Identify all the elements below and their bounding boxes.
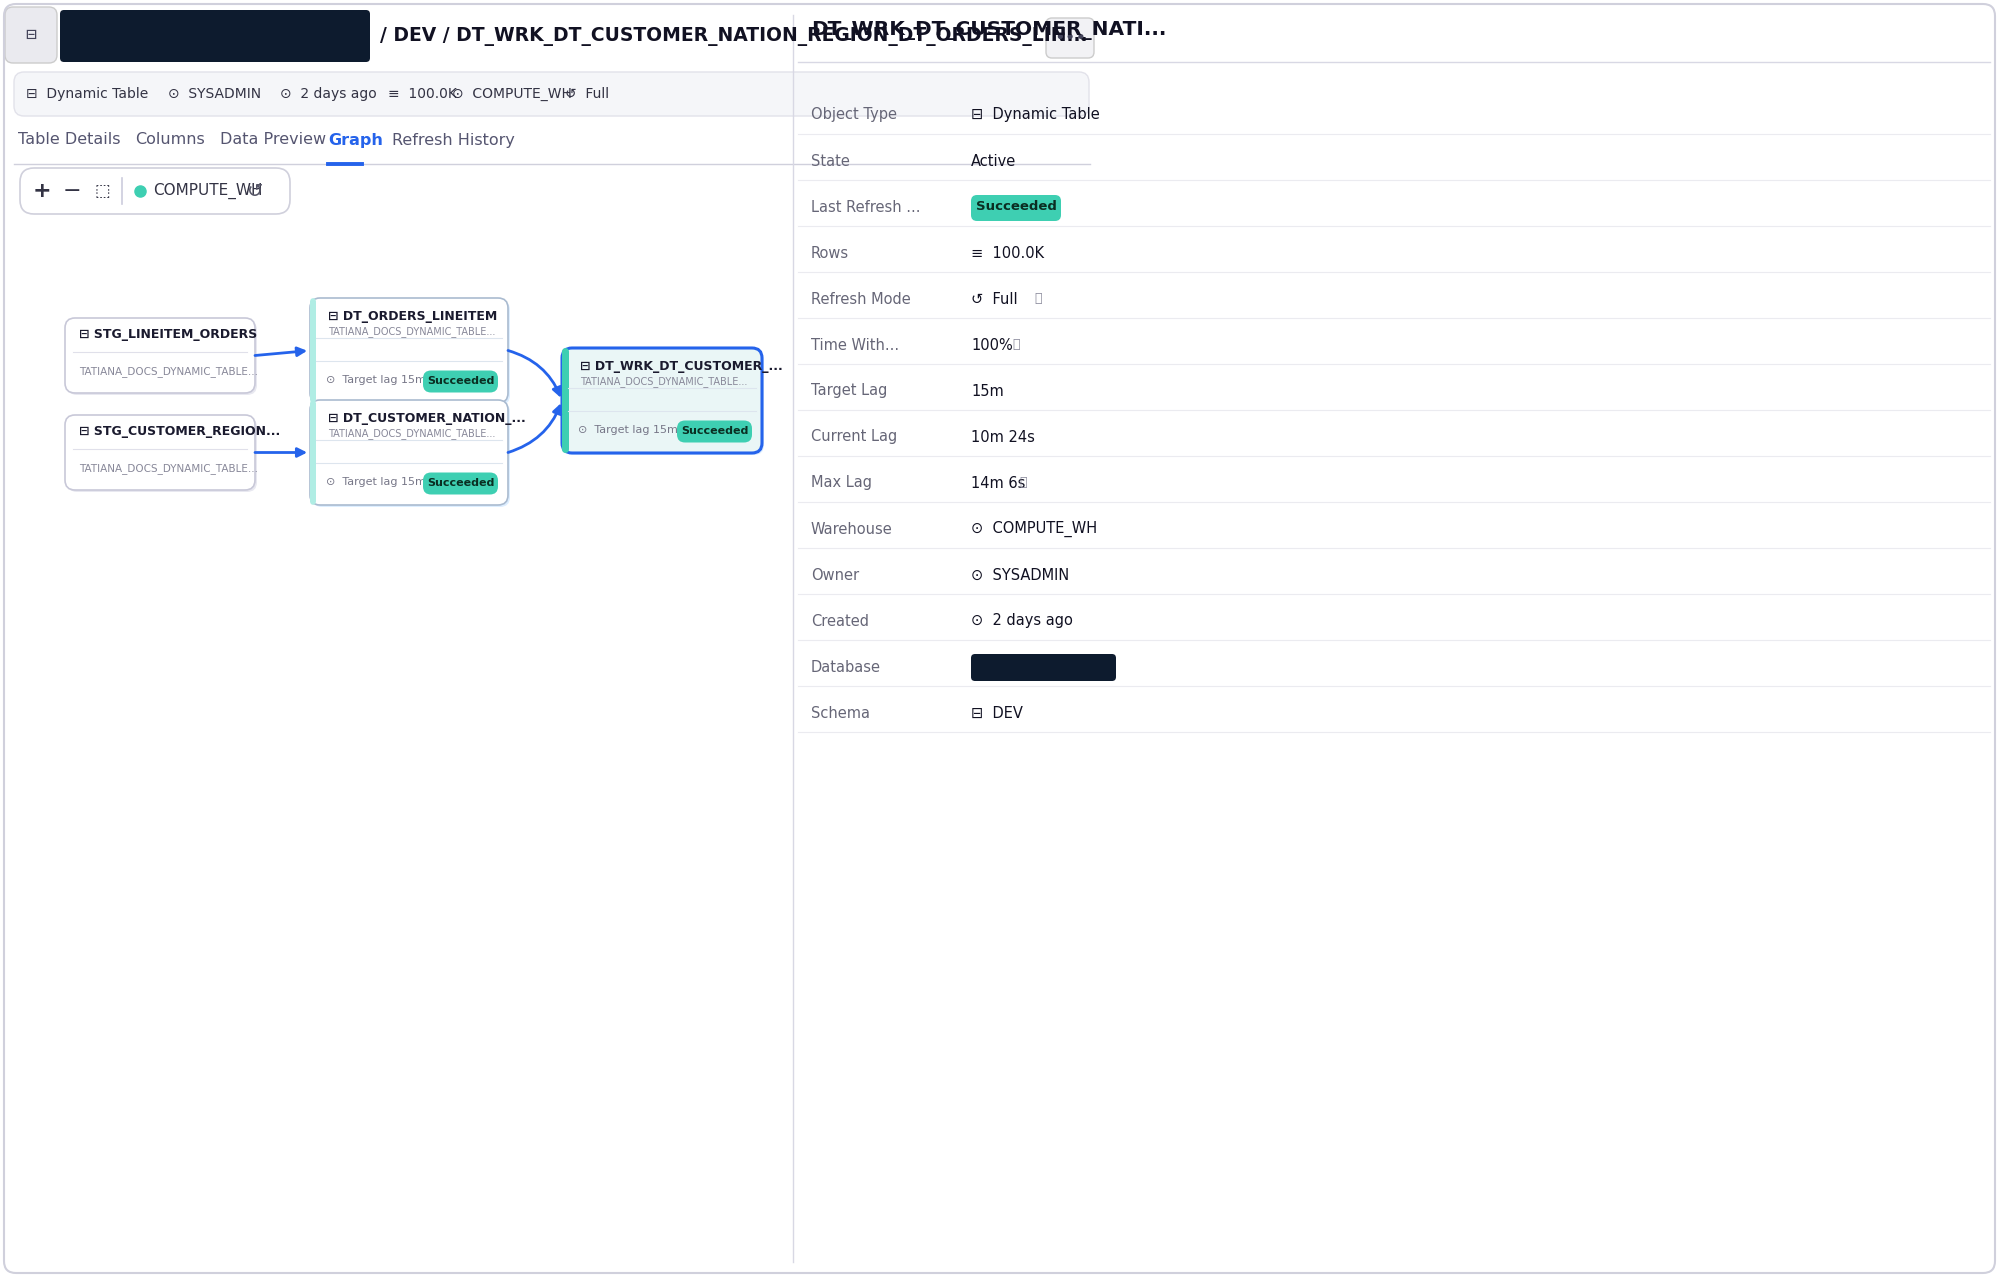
Text: Schema: Schema bbox=[811, 705, 869, 720]
FancyArrowPatch shape bbox=[256, 347, 304, 355]
Text: Succeeded: Succeeded bbox=[428, 377, 494, 387]
Text: Target Lag: Target Lag bbox=[811, 383, 887, 398]
Text: Time With...: Time With... bbox=[811, 337, 899, 352]
Text: Created: Created bbox=[811, 613, 869, 628]
FancyArrowPatch shape bbox=[256, 448, 304, 456]
Text: Succeeded: Succeeded bbox=[428, 479, 494, 489]
Text: 100%: 100% bbox=[971, 337, 1013, 352]
Text: 14m 6s: 14m 6s bbox=[971, 475, 1025, 490]
FancyBboxPatch shape bbox=[312, 300, 509, 405]
Text: 10m 24s: 10m 24s bbox=[971, 429, 1035, 444]
FancyBboxPatch shape bbox=[66, 415, 256, 490]
Text: TATIANA_DOCS_DYNAMIC_TABLE...: TATIANA_DOCS_DYNAMIC_TABLE... bbox=[328, 326, 496, 337]
FancyBboxPatch shape bbox=[20, 169, 290, 215]
Text: TATIANA_DOCS_DYNAMIC_TABLE...: TATIANA_DOCS_DYNAMIC_TABLE... bbox=[579, 377, 747, 387]
Text: Columns: Columns bbox=[136, 133, 204, 148]
FancyBboxPatch shape bbox=[310, 400, 507, 504]
Text: ⊟ DT_ORDERS_LINEITEM: ⊟ DT_ORDERS_LINEITEM bbox=[328, 310, 498, 323]
Text: ⊙  Target lag 15m: ⊙ Target lag 15m bbox=[577, 425, 677, 435]
FancyBboxPatch shape bbox=[68, 418, 258, 492]
Text: Object Type: Object Type bbox=[811, 107, 897, 123]
Text: ⊟  Dynamic Table: ⊟ Dynamic Table bbox=[971, 107, 1099, 123]
Text: Data Preview: Data Preview bbox=[220, 133, 326, 148]
Text: ⊙  Target lag 15m: ⊙ Target lag 15m bbox=[326, 476, 426, 487]
Text: Owner: Owner bbox=[811, 567, 859, 582]
Text: −: − bbox=[62, 181, 82, 200]
Text: Current Lag: Current Lag bbox=[811, 429, 897, 444]
Text: ⊟ STG_CUSTOMER_REGION...: ⊟ STG_CUSTOMER_REGION... bbox=[80, 425, 280, 438]
Text: Graph: Graph bbox=[328, 133, 384, 148]
Text: ⊟ DT_WRK_DT_CUSTOMER_...: ⊟ DT_WRK_DT_CUSTOMER_... bbox=[579, 360, 783, 373]
Text: ⊙  2 days ago: ⊙ 2 days ago bbox=[971, 613, 1073, 628]
Text: ⊙  COMPUTE_WH: ⊙ COMPUTE_WH bbox=[452, 87, 571, 101]
Text: ≡  100.0K: ≡ 100.0K bbox=[388, 87, 458, 101]
Text: Refresh History: Refresh History bbox=[392, 133, 515, 148]
Text: ⊟  Dynamic Table: ⊟ Dynamic Table bbox=[26, 87, 148, 101]
Text: ⓘ: ⓘ bbox=[1015, 476, 1027, 489]
FancyBboxPatch shape bbox=[971, 195, 1061, 221]
Text: Last Refresh ...: Last Refresh ... bbox=[811, 199, 919, 215]
FancyBboxPatch shape bbox=[561, 349, 569, 453]
FancyBboxPatch shape bbox=[310, 298, 507, 404]
Text: Database: Database bbox=[811, 659, 881, 674]
Text: ⊟  DEV: ⊟ DEV bbox=[971, 705, 1023, 720]
FancyArrowPatch shape bbox=[507, 350, 559, 395]
Text: Rows: Rows bbox=[811, 245, 849, 261]
FancyBboxPatch shape bbox=[1045, 18, 1093, 57]
Text: ⊟ DT_CUSTOMER_NATION_...: ⊟ DT_CUSTOMER_NATION_... bbox=[328, 412, 525, 425]
FancyBboxPatch shape bbox=[561, 349, 761, 453]
Text: ↺  Full: ↺ Full bbox=[971, 291, 1017, 306]
FancyBboxPatch shape bbox=[6, 6, 58, 63]
FancyBboxPatch shape bbox=[677, 420, 751, 443]
FancyBboxPatch shape bbox=[66, 318, 256, 393]
Text: TATIANA_DOCS_DYNAMIC_TABLE...: TATIANA_DOCS_DYNAMIC_TABLE... bbox=[80, 366, 258, 378]
Text: ⓘ: ⓘ bbox=[1009, 338, 1021, 351]
Text: TATIANA_DOCS_DYNAMIC_TABLE...: TATIANA_DOCS_DYNAMIC_TABLE... bbox=[328, 428, 496, 439]
FancyArrowPatch shape bbox=[507, 406, 561, 452]
FancyBboxPatch shape bbox=[60, 10, 370, 63]
Text: Succeeded: Succeeded bbox=[681, 427, 747, 437]
Text: Refresh Mode: Refresh Mode bbox=[811, 291, 911, 306]
FancyBboxPatch shape bbox=[971, 654, 1115, 681]
FancyBboxPatch shape bbox=[563, 350, 763, 455]
Text: +: + bbox=[32, 181, 52, 200]
FancyBboxPatch shape bbox=[312, 402, 509, 507]
Text: Max Lag: Max Lag bbox=[811, 475, 871, 490]
FancyBboxPatch shape bbox=[424, 370, 498, 392]
FancyBboxPatch shape bbox=[14, 72, 1089, 116]
Text: ⊙  2 days ago: ⊙ 2 days ago bbox=[280, 87, 376, 101]
FancyBboxPatch shape bbox=[424, 472, 498, 494]
Text: •••: ••• bbox=[1053, 29, 1085, 47]
FancyBboxPatch shape bbox=[310, 298, 316, 404]
Text: ⊙  Target lag 15m: ⊙ Target lag 15m bbox=[326, 375, 426, 384]
Text: DT_WRK_DT_CUSTOMER_NATI...: DT_WRK_DT_CUSTOMER_NATI... bbox=[811, 20, 1165, 40]
Text: COMPUTE_WH: COMPUTE_WH bbox=[154, 183, 262, 199]
Text: / DEV / DT_WRK_DT_CUSTOMER_NATION_REGION_DT_ORDERS_LIN...: / DEV / DT_WRK_DT_CUSTOMER_NATION_REGION… bbox=[380, 27, 1087, 46]
Text: ⊟ STG_LINEITEM_ORDERS: ⊟ STG_LINEITEM_ORDERS bbox=[80, 328, 258, 341]
Text: ⊟: ⊟ bbox=[26, 26, 36, 43]
Text: Table Details: Table Details bbox=[18, 133, 120, 148]
Text: Warehouse: Warehouse bbox=[811, 521, 893, 536]
Text: State: State bbox=[811, 153, 849, 169]
Text: ↺: ↺ bbox=[246, 181, 264, 200]
Text: ≡  100.0K: ≡ 100.0K bbox=[971, 245, 1043, 261]
Text: ⓘ: ⓘ bbox=[1031, 292, 1043, 305]
FancyBboxPatch shape bbox=[310, 400, 316, 504]
Text: ↺  Full: ↺ Full bbox=[565, 87, 609, 101]
Text: ⬚: ⬚ bbox=[94, 183, 110, 200]
Text: Succeeded: Succeeded bbox=[975, 200, 1055, 213]
Text: TATIANA_DOCS_DYNAMIC_TABLE...: TATIANA_DOCS_DYNAMIC_TABLE... bbox=[80, 464, 258, 475]
Text: Active: Active bbox=[971, 153, 1015, 169]
Text: ⊙  COMPUTE_WH: ⊙ COMPUTE_WH bbox=[971, 521, 1097, 538]
Text: ⊙  SYSADMIN: ⊙ SYSADMIN bbox=[168, 87, 262, 101]
Text: 15m: 15m bbox=[971, 383, 1003, 398]
FancyBboxPatch shape bbox=[68, 321, 258, 395]
Text: ⊙  SYSADMIN: ⊙ SYSADMIN bbox=[971, 567, 1069, 582]
